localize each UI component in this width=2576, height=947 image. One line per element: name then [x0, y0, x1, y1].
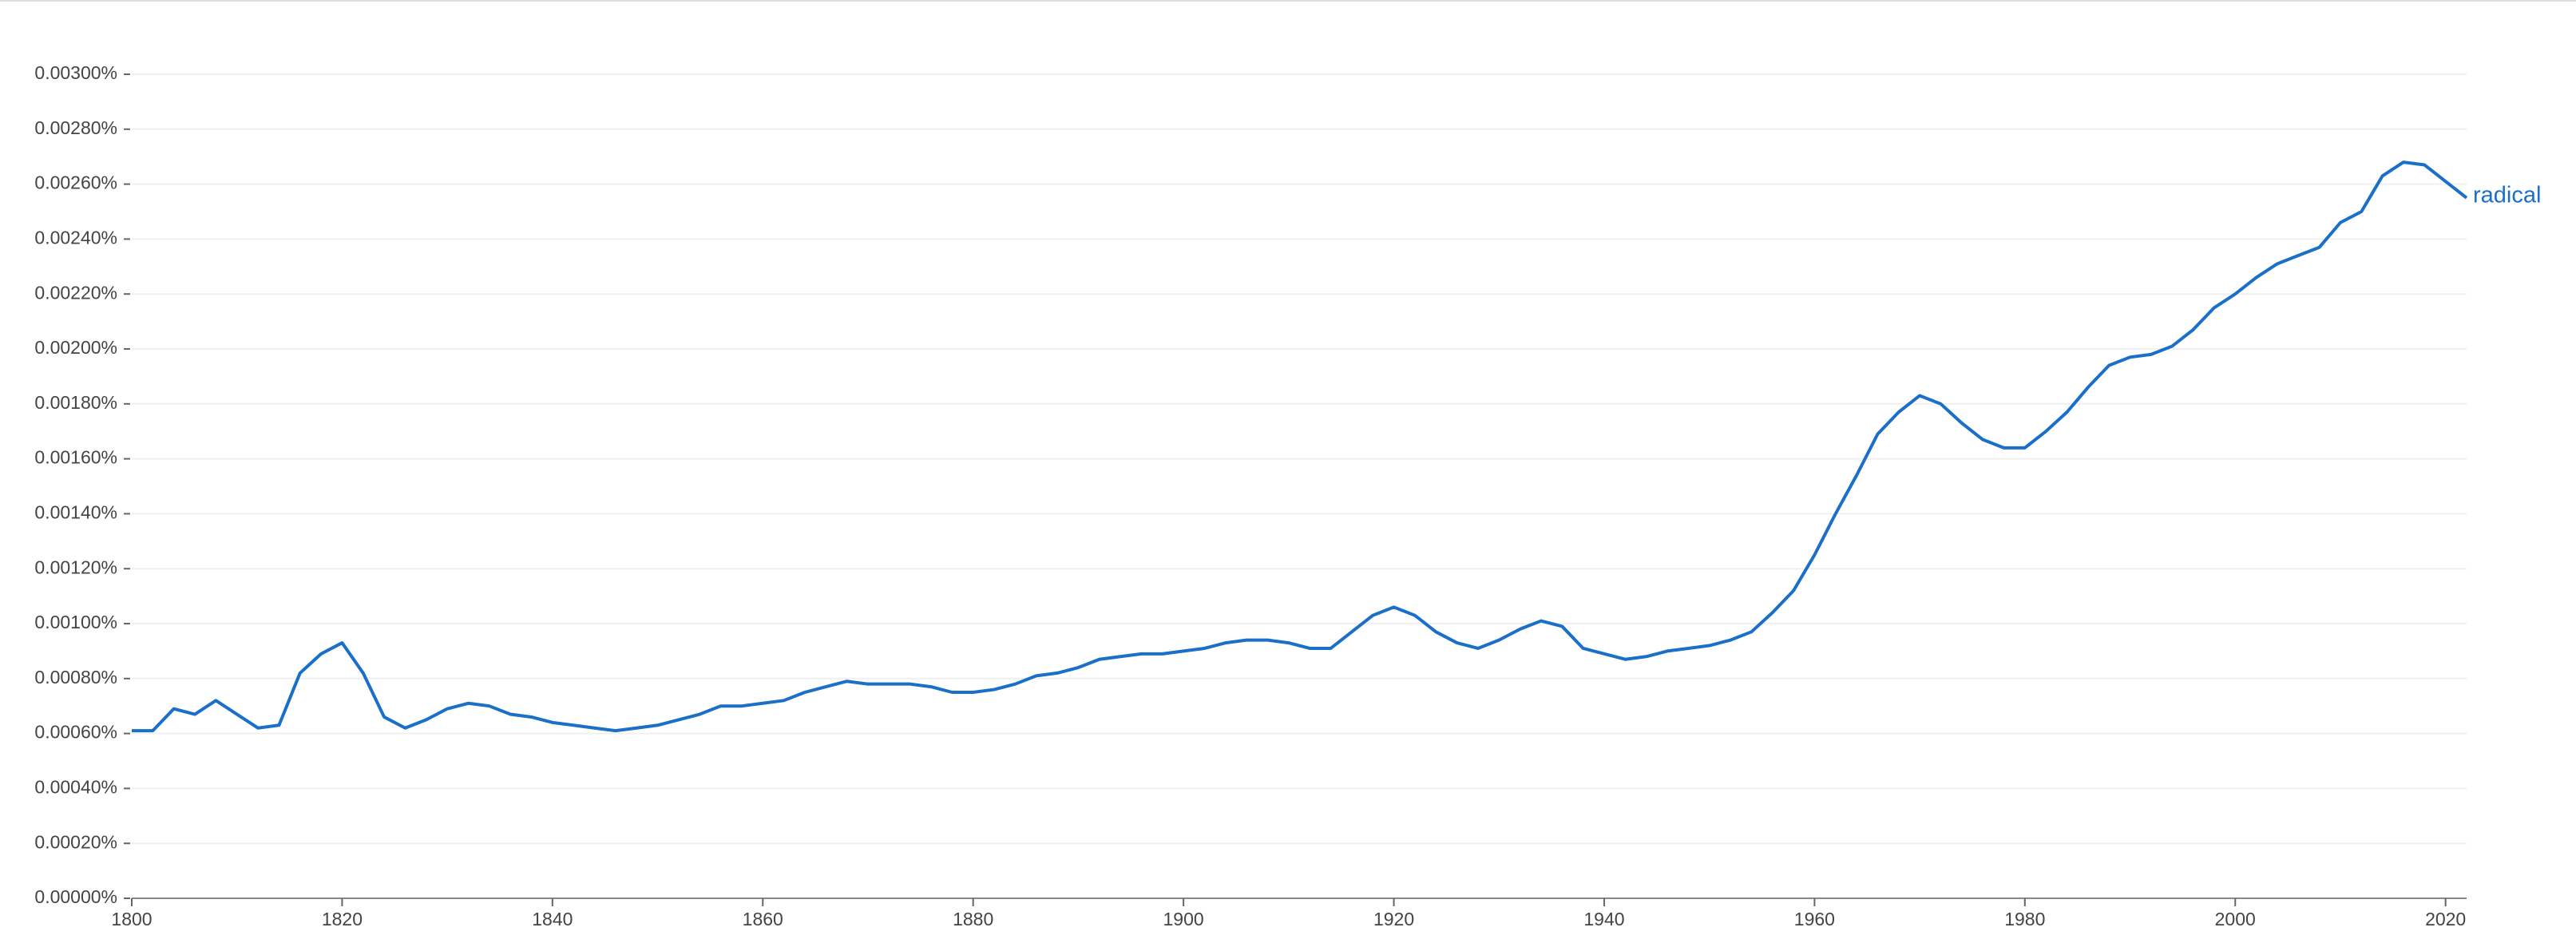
legend-label: radical — [2473, 182, 2541, 208]
y-tick-label: 0.00180% — [34, 392, 117, 413]
y-tick-label: 0.00000% — [34, 886, 117, 907]
x-tick-label: 1960 — [1794, 909, 1835, 929]
y-tick-label: 0.00100% — [34, 612, 117, 632]
x-tick-label: 1800 — [111, 909, 152, 929]
y-tick-label: 0.00200% — [34, 337, 117, 358]
x-tick-label: 1880 — [953, 909, 993, 929]
y-tick-label: 0.00140% — [34, 501, 117, 522]
y-tick-label: 0.00280% — [34, 117, 117, 138]
y-tick-label: 0.00300% — [34, 62, 117, 83]
x-tick-label: 1980 — [2004, 909, 2045, 929]
x-tick-label: 1820 — [322, 909, 363, 929]
x-tick-label: 1860 — [743, 909, 783, 929]
y-tick-label: 0.00020% — [34, 831, 117, 852]
line — [132, 160, 2468, 733]
y-tick-label: 0.00060% — [34, 722, 117, 743]
y-tick-label: 0.00240% — [34, 227, 117, 248]
y-tick-label: 0.00120% — [34, 557, 117, 577]
x-tick-label: 1840 — [532, 909, 573, 929]
y-tick-label: 0.00040% — [34, 776, 117, 797]
y-tick-label: 0.00220% — [34, 282, 117, 303]
x-tick-label: 2020 — [2425, 909, 2466, 929]
x-tick-label: 2000 — [2215, 909, 2256, 929]
y-tick-label: 0.00080% — [34, 667, 117, 687]
x-tick-label: 1920 — [1373, 909, 1414, 929]
x-tick-label: 1900 — [1163, 909, 1204, 929]
x-tick-label: 1940 — [1583, 909, 1624, 929]
y-tick-label: 0.00260% — [34, 172, 117, 193]
y-tick-label: 0.00160% — [34, 447, 117, 468]
